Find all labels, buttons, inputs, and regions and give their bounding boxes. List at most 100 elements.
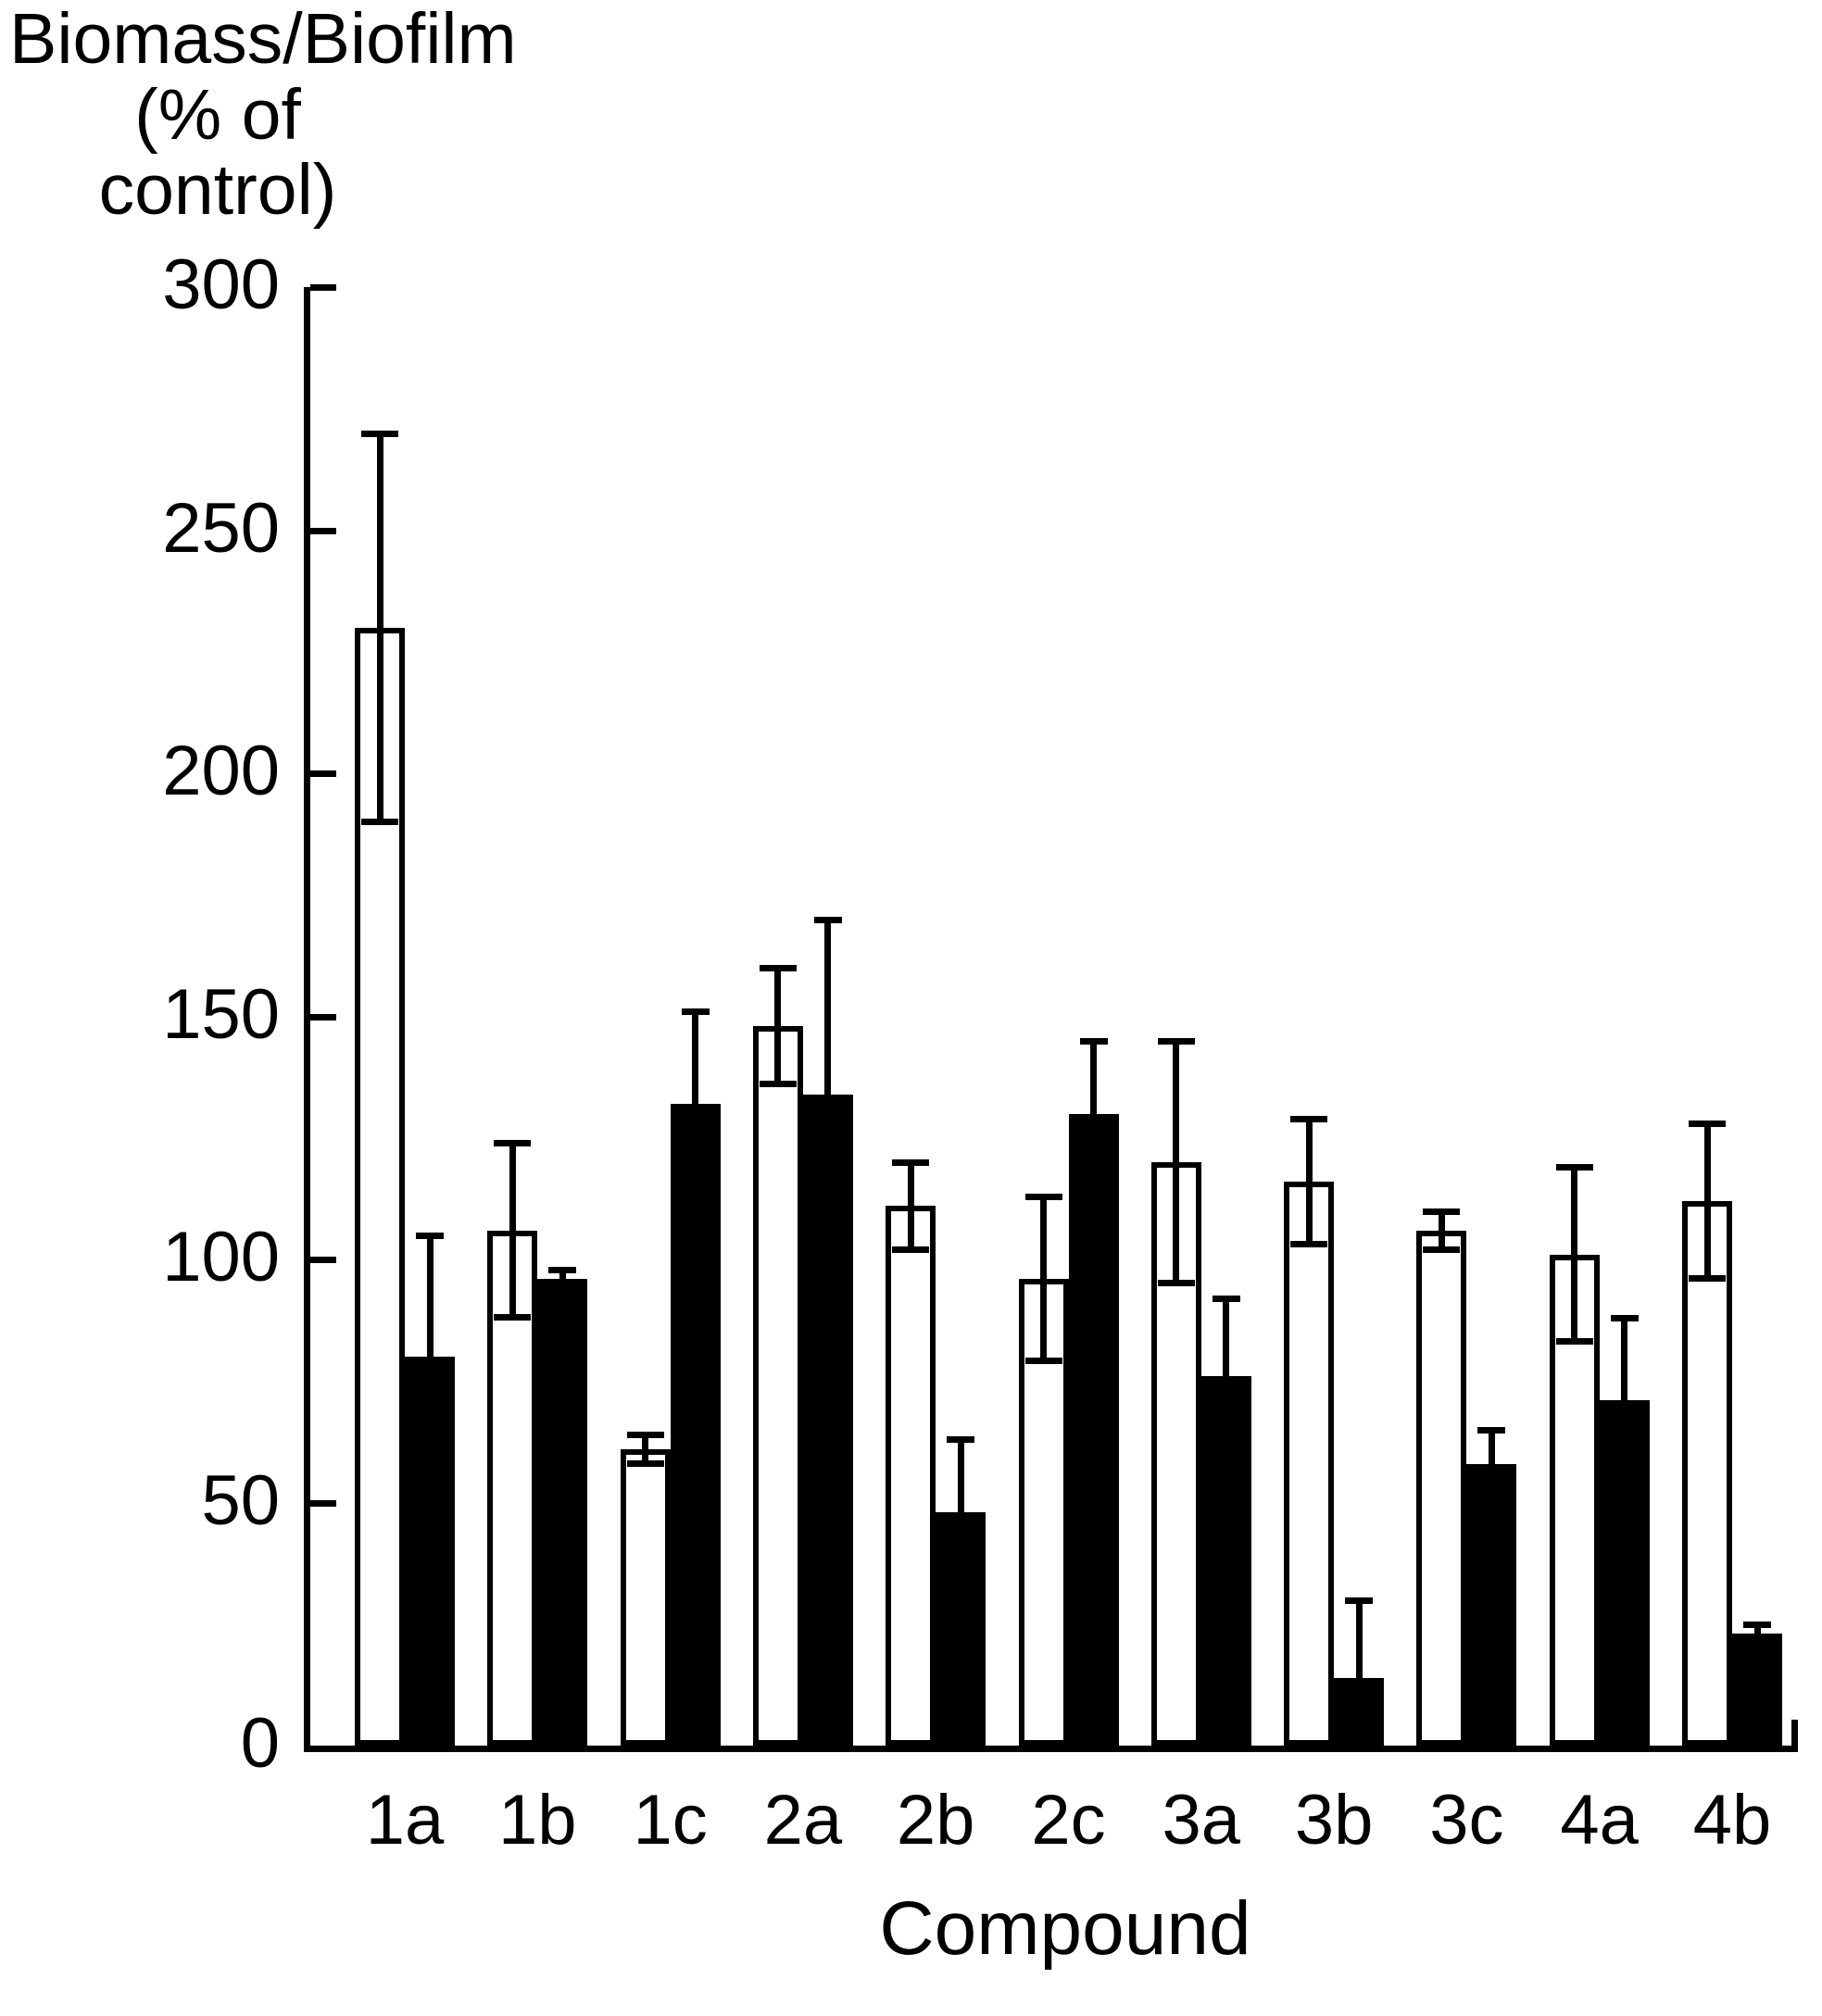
x-tick-label-2c: 2c [1031,1781,1106,1859]
error-bar-filled-bars-1b [559,1269,566,1297]
bar-filled-bars-3a [1200,1376,1251,1746]
error-bar-filled-bars-4a [1621,1318,1628,1420]
error-bar-filled-bars-1c [692,1011,699,1122]
error-cap-bottom-open-bars-1a [361,818,398,825]
error-cap-bottom-open-bars-3a [1157,1280,1195,1287]
error-cap-bottom-open-bars-3b [1290,1241,1328,1248]
error-cap-top-filled-bars-3a [1212,1296,1240,1302]
error-cap-top-open-bars-4b [1689,1121,1726,1127]
error-bar-open-bars-2b [907,1162,914,1250]
error-bar-filled-bars-4b [1753,1623,1761,1653]
x-tick-label-2a: 2a [763,1781,843,1859]
error-cap-top-open-bars-2c [1024,1193,1062,1200]
y-tick-label-200: 200 [162,732,280,810]
error-cap-bottom-open-bars-4a [1555,1338,1593,1346]
bar-filled-bars-2a [802,1094,853,1746]
bar-filled-bars-4b [1732,1634,1782,1746]
error-cap-top-open-bars-1a [361,430,398,437]
bar-open-bars-2c [1018,1279,1069,1746]
bar-filled-bars-1c [670,1104,721,1746]
error-cap-top-filled-bars-1a [416,1232,444,1239]
error-cap-top-open-bars-1b [494,1140,532,1146]
bar-filled-bars-2c [1068,1113,1119,1746]
error-cap-top-open-bars-2b [892,1159,930,1166]
error-cap-top-open-bars-3a [1157,1037,1195,1045]
error-cap-top-filled-bars-3c [1477,1426,1506,1434]
x-tick-label-3c: 3c [1429,1781,1504,1859]
y-tick-mark-100 [310,1257,336,1263]
x-axis-line [304,1746,1798,1752]
y-tick-label-0: 0 [240,1704,280,1783]
error-bar-open-bars-3a [1173,1040,1180,1284]
bar-open-bars-4b [1682,1201,1732,1746]
error-bar-open-bars-4b [1703,1123,1711,1279]
error-cap-top-open-bars-4a [1555,1164,1593,1171]
y-tick-mark-250 [310,527,336,534]
bar-open-bars-2b [886,1206,936,1746]
y-tick-mark-200 [310,770,336,777]
error-bar-open-bars-4a [1571,1167,1578,1343]
error-cap-top-open-bars-2a [759,965,797,971]
error-bar-open-bars-2a [774,968,782,1084]
error-bar-filled-bars-1a [426,1234,434,1375]
error-cap-top-filled-bars-1c [681,1008,710,1016]
y-tick-label-250: 250 [162,488,280,568]
y-tick-label-50: 50 [201,1460,280,1540]
error-cap-top-open-bars-1c [626,1432,664,1438]
y-tick-label-300: 300 [162,245,280,324]
error-cap-bottom-open-bars-2b [892,1246,930,1253]
error-bar-open-bars-1c [642,1434,649,1464]
bar-filled-bars-2b [936,1512,986,1746]
x-tick-label-3a: 3a [1162,1781,1241,1859]
x-tick-label-4b: 4b [1692,1781,1772,1859]
error-cap-top-open-bars-3b [1290,1115,1328,1122]
bar-filled-bars-3c [1466,1463,1517,1746]
x-tick-label-3b: 3b [1294,1781,1374,1859]
error-cap-top-filled-bars-2b [947,1436,975,1444]
error-cap-top-filled-bars-4b [1743,1621,1771,1628]
error-bar-open-bars-1b [509,1143,516,1318]
y-tick-mark-50 [310,1499,336,1507]
x-tick-label-1c: 1c [633,1781,708,1859]
error-bar-open-bars-2c [1040,1196,1047,1362]
y-tick-mark-150 [310,1013,336,1021]
error-bar-filled-bars-2c [1090,1040,1097,1133]
y-tick-mark-300 [310,284,336,291]
x-tick-label-2b: 2b [896,1781,975,1859]
x-axis-end-tick [1791,1720,1798,1746]
error-bar-filled-bars-3c [1488,1429,1495,1483]
error-bar-filled-bars-2b [957,1439,964,1531]
error-bar-filled-bars-2a [824,919,832,1113]
bar-open-bars-3b [1284,1182,1335,1746]
y-tick-label-100: 100 [162,1218,280,1296]
error-cap-bottom-open-bars-1b [494,1314,532,1321]
error-bar-open-bars-1a [376,432,383,822]
error-cap-top-filled-bars-2a [813,916,842,923]
bar-open-bars-3c [1416,1230,1467,1746]
error-cap-bottom-open-bars-2c [1024,1358,1062,1365]
error-cap-bottom-open-bars-3c [1423,1246,1461,1253]
x-tick-label-1b: 1b [498,1781,577,1859]
x-tick-label-4a: 4a [1560,1781,1639,1859]
error-cap-top-filled-bars-4a [1610,1315,1639,1321]
bar-filled-bars-1b [537,1279,588,1746]
y-tick-label-150: 150 [162,974,280,1054]
x-axis-title: Compound [879,1886,1251,1971]
error-cap-bottom-open-bars-4b [1689,1275,1726,1282]
bar-filled-bars-3b [1334,1677,1385,1746]
error-bar-filled-bars-3a [1223,1298,1230,1395]
error-bar-filled-bars-3b [1355,1599,1363,1697]
error-bar-open-bars-3b [1305,1118,1313,1246]
y-axis-title-line2: (% of control) [98,74,337,231]
error-cap-top-filled-bars-1b [548,1266,577,1273]
error-cap-bottom-open-bars-2a [759,1081,797,1087]
bar-filled-bars-1a [405,1357,455,1746]
bar-filled-bars-4a [1599,1400,1650,1746]
x-tick-label-1a: 1a [365,1781,445,1859]
bar-open-bars-3a [1150,1162,1201,1746]
error-bar-open-bars-3c [1438,1210,1445,1250]
bar-open-bars-1c [620,1448,671,1746]
error-cap-top-filled-bars-2c [1079,1037,1108,1045]
